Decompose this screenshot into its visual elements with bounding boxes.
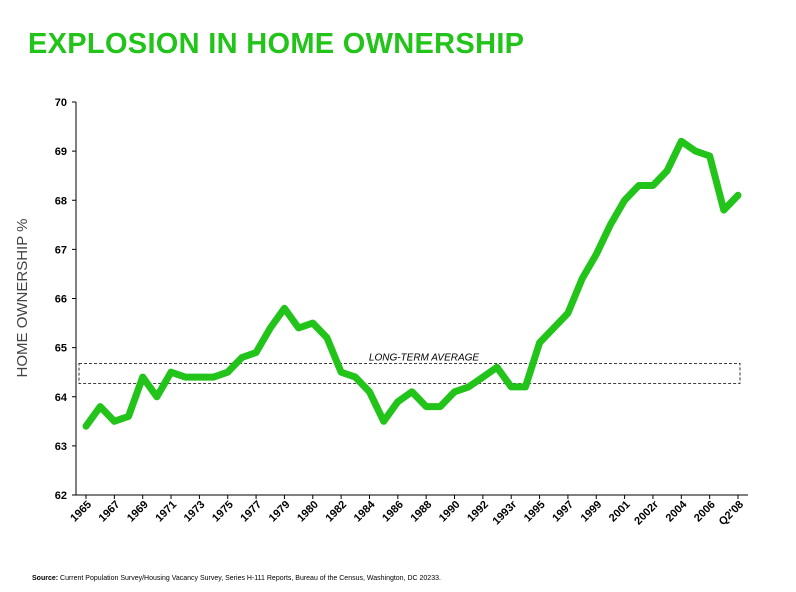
source-label: Source:: [32, 575, 59, 582]
y-tick-label: 67: [55, 244, 67, 256]
y-tick-label: 69: [55, 146, 67, 158]
y-axis-label: HOME OWNERSHIP %: [14, 219, 31, 378]
axes: [75, 102, 748, 496]
y-tick-label: 68: [55, 195, 67, 207]
y-tick-label: 64: [55, 392, 68, 404]
x-tick-label: 1990: [437, 499, 463, 525]
x-tick-label: 1982: [323, 499, 349, 525]
x-tick-label: Q2'08: [717, 499, 746, 528]
source-note: Source: Current Population Survey/Housin…: [32, 575, 441, 582]
x-tick-label: 1995: [522, 499, 548, 525]
y-ticks: 62 63 64 65 66 67 68 69 70: [55, 97, 76, 502]
x-tick-label: 1971: [153, 499, 179, 525]
y-tick-label: 65: [55, 343, 67, 355]
long-term-average-band: LONG-TERM AVERAGE: [78, 352, 741, 384]
x-tick-label: 1975: [210, 499, 236, 525]
x-tick-label: 1973: [182, 499, 208, 525]
x-tick-label: 1988: [408, 499, 434, 525]
x-tick-label: 1992: [465, 499, 491, 525]
x-tick-label: 2001: [607, 499, 633, 525]
x-tick-label: 1979: [267, 499, 293, 525]
long-term-average-box: [78, 362, 741, 384]
x-tick-label: 1997: [550, 499, 576, 525]
x-tick-label: 2006: [692, 499, 718, 525]
x-tick-label: 1980: [295, 499, 321, 525]
series-line-home-ownership: [82, 137, 742, 430]
x-tick-label: 2002r: [632, 498, 661, 527]
source-text: Current Population Survey/Housing Vacanc…: [60, 575, 441, 582]
y-tick-label: 62: [55, 490, 67, 502]
x-tick-label: 1977: [238, 499, 264, 525]
x-ticks: 1965 1967 1969 1971 1973 1975 1977 1979 1980 1982…: [68, 495, 746, 528]
y-tick-label: 70: [55, 97, 67, 109]
y-tick-label: 63: [55, 441, 67, 453]
x-tick-label: 1969: [125, 499, 151, 525]
x-tick-label: 1986: [380, 499, 406, 525]
x-tick-label: 1999: [579, 499, 605, 525]
chart-title: EXPLOSION IN HOME OWNERSHIP: [28, 28, 525, 60]
x-tick-label: 1967: [97, 499, 123, 525]
x-tick-label: 1993r: [491, 498, 520, 527]
x-tick-label: 1965: [68, 499, 94, 525]
x-tick-label: 1984: [352, 498, 378, 524]
y-tick-label: 66: [55, 294, 67, 306]
x-tick-label: 2004: [664, 498, 690, 524]
long-term-average-label: LONG-TERM AVERAGE: [369, 352, 480, 363]
